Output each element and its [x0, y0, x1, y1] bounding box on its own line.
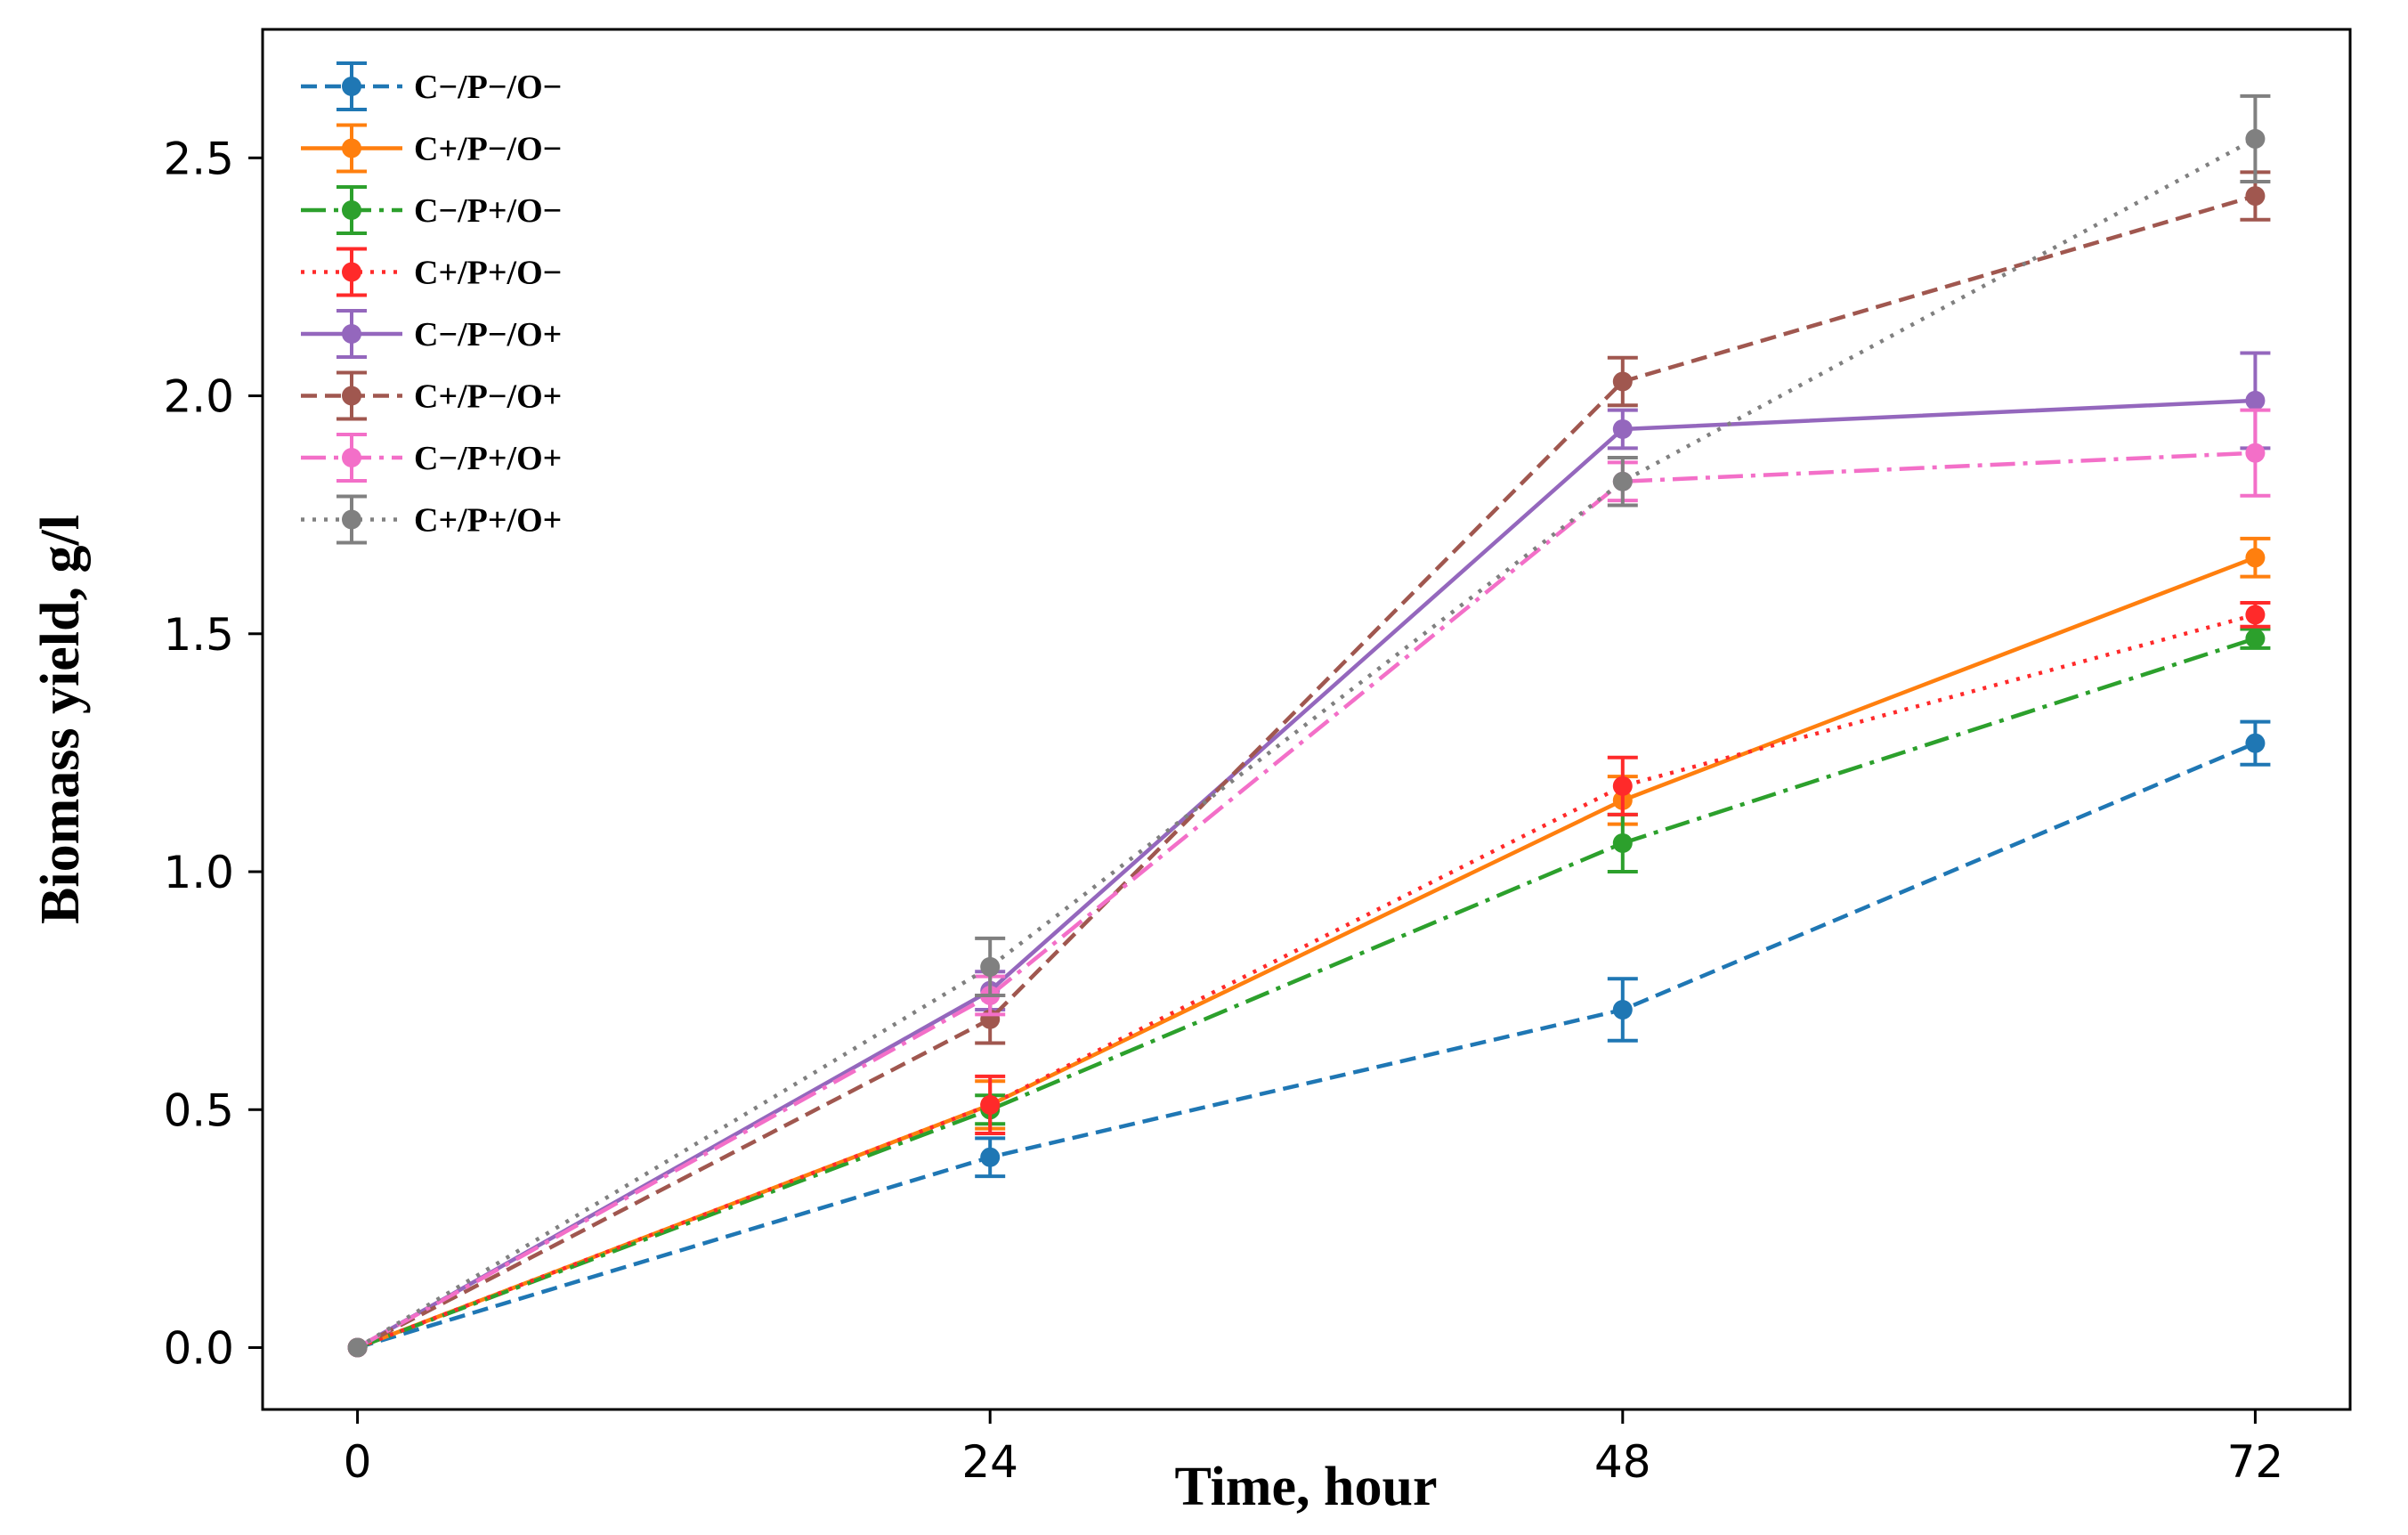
series-line — [356, 636, 2257, 1350]
data-point — [2245, 548, 2266, 568]
data-point — [2245, 186, 2266, 207]
series-2 — [347, 627, 2271, 1358]
y-tick-label: 1.0 — [163, 847, 234, 898]
data-point — [980, 1147, 1001, 1167]
axes-layer: 0 24 48 72 0.0 0.5 1.0 1.5 2.0 2.5 — [163, 133, 2283, 1488]
x-tick-label: 72 — [2227, 1436, 2284, 1488]
legend-marker — [342, 138, 361, 158]
data-point — [2245, 629, 2266, 649]
series-0 — [347, 719, 2271, 1358]
y-tick-label: 0.0 — [163, 1323, 234, 1375]
series-line — [356, 741, 2257, 1350]
legend-item: C−/P+/O+ — [301, 433, 562, 483]
legend-label: C+/P+/O+ — [414, 502, 562, 540]
legend: C−/P−/O− C+/P−/O− C−/P+/O− C+/P+/O− C−/P−/O+… — [301, 61, 562, 545]
series-line — [356, 451, 2256, 1350]
data-point — [980, 1094, 1001, 1115]
series-line — [356, 193, 2257, 1350]
data-point — [1612, 776, 1633, 796]
series-line — [356, 398, 2256, 1350]
data-point — [2245, 128, 2266, 149]
y-axis-title: Biomass yield, g/l — [30, 515, 91, 924]
legend-item: C+/P−/O+ — [301, 370, 562, 421]
data-point — [1612, 1000, 1633, 1020]
data-point — [2245, 605, 2266, 625]
y-tick-label: 0.5 — [163, 1084, 234, 1136]
data-point — [1612, 471, 1633, 491]
data-point — [347, 1337, 368, 1358]
legend-label: C−/P+/O− — [414, 192, 562, 230]
legend-marker — [342, 324, 361, 344]
plot-frame — [261, 28, 2352, 1411]
series-6 — [347, 408, 2271, 1358]
series-line — [356, 136, 2257, 1350]
data-point — [1612, 418, 1633, 439]
legend-marker — [342, 509, 361, 530]
legend-marker — [342, 77, 361, 96]
y-tick-label: 2.5 — [163, 133, 234, 184]
data-point — [2245, 443, 2266, 463]
legend-item: C−/P−/O− — [301, 61, 562, 111]
legend-item: C−/P+/O− — [301, 185, 562, 235]
legend-marker — [342, 200, 361, 220]
legend-label: C−/P+/O+ — [414, 440, 562, 477]
series-line — [356, 613, 2256, 1350]
series-7 — [347, 93, 2271, 1358]
x-tick-label: 48 — [1594, 1436, 1651, 1488]
legend-item: C−/P−/O+ — [301, 309, 562, 359]
data-point — [2245, 390, 2266, 410]
legend-label: C+/P−/O− — [414, 131, 562, 168]
legend-item: C+/P+/O− — [301, 247, 562, 297]
legend-marker — [342, 262, 361, 282]
legend-label: C+/P−/O+ — [414, 378, 562, 416]
data-point — [2245, 733, 2266, 753]
legend-item: C+/P+/O+ — [301, 494, 562, 545]
y-tick-label: 1.5 — [163, 609, 234, 661]
x-tick-label: 24 — [961, 1436, 1018, 1488]
data-point — [1612, 832, 1633, 853]
series-line — [356, 556, 2257, 1350]
x-axis-title: Time, hour — [1174, 1457, 1437, 1517]
legend-label: C−/P−/O+ — [414, 316, 562, 353]
y-tick-label: 2.0 — [163, 371, 234, 423]
x-tick-label: 0 — [344, 1436, 372, 1488]
legend-label: C−/P−/O− — [414, 69, 562, 106]
data-point — [1612, 371, 1633, 392]
data-point — [980, 956, 1001, 977]
series-layer — [347, 93, 2271, 1358]
legend-marker — [342, 386, 361, 406]
legend-marker — [342, 448, 361, 467]
series-1 — [347, 536, 2271, 1358]
series-4 — [347, 351, 2271, 1358]
legend-item: C+/P−/O− — [301, 123, 562, 174]
legend-label: C+/P+/O− — [414, 255, 562, 292]
